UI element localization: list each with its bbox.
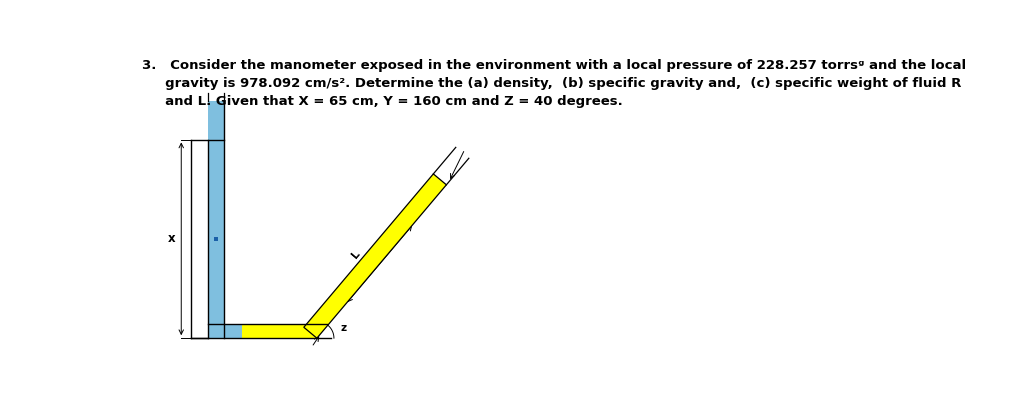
Polygon shape: [304, 174, 446, 338]
Text: z: z: [340, 323, 346, 333]
Polygon shape: [208, 101, 224, 338]
Text: 3.   Consider the manometer exposed in the environment with a local pressure of : 3. Consider the manometer exposed in the…: [142, 59, 966, 108]
Polygon shape: [191, 140, 208, 338]
Text: L: L: [351, 249, 362, 261]
Polygon shape: [191, 324, 246, 338]
Text: x: x: [168, 232, 176, 245]
Polygon shape: [242, 324, 317, 338]
Bar: [213, 237, 218, 241]
